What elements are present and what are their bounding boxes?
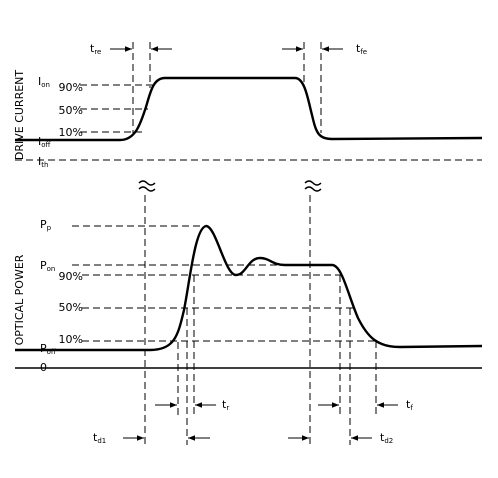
axis-label: DRIVE CURRENT — [13, 70, 26, 161]
level-label: 50% — [59, 104, 83, 117]
label-main: t — [406, 398, 411, 411]
label-main: I — [38, 135, 41, 148]
label-main: P — [40, 218, 47, 231]
label-sub: on — [47, 265, 56, 273]
label-sub: th — [41, 161, 48, 169]
time-label: tre — [90, 42, 101, 56]
label-sub: f — [410, 404, 413, 412]
level-label: Ioff — [38, 135, 51, 149]
label-main: t — [380, 431, 385, 444]
level-label: 90% — [59, 81, 83, 94]
level-label: 10% — [59, 126, 83, 139]
level-label: Pon — [40, 259, 55, 273]
label-main: P — [40, 259, 47, 272]
label-main: P — [40, 342, 47, 355]
drive-current-section: DRIVE CURRENT Ion 90% 50% 10% Ioff Ith t… — [13, 42, 483, 169]
time-label: td2 — [380, 431, 393, 445]
label-main: t — [356, 42, 361, 55]
level-label: 0 — [40, 361, 47, 374]
level-label: 50% — [59, 301, 83, 314]
label-sub: r — [226, 404, 229, 412]
label-main: t — [90, 42, 95, 55]
label-sub: fe — [360, 48, 367, 56]
level-label: Ion — [38, 75, 50, 89]
break-mark — [304, 180, 322, 192]
time-label: tfe — [356, 42, 367, 56]
level-label: 90% — [59, 270, 83, 283]
label-sub: re — [94, 48, 101, 56]
label-sub: off — [47, 348, 56, 356]
label-sub: p — [47, 224, 52, 232]
level-label: Ith — [38, 155, 48, 169]
drive-waveform — [15, 76, 483, 142]
time-label: tf — [406, 398, 413, 412]
label-sub: d2 — [384, 437, 393, 445]
optical-waveform — [15, 224, 483, 352]
level-label: Poff — [40, 342, 56, 356]
label-main: t — [93, 431, 98, 444]
time-label: td1 — [93, 431, 106, 445]
label-main: I — [38, 155, 41, 168]
label-main: t — [222, 398, 227, 411]
optical-power-section: OPTICAL POWER Pp Pon 90% 50% 10% Poff 0 … — [13, 195, 483, 445]
label-sub: off — [41, 141, 50, 149]
time-label: tr — [222, 398, 229, 412]
axis-label: OPTICAL POWER — [13, 254, 26, 345]
level-label: 10% — [59, 333, 83, 346]
break-mark — [138, 180, 156, 192]
label-sub: on — [41, 81, 50, 89]
label-sub: d1 — [97, 437, 106, 445]
level-label: Pp — [40, 218, 52, 232]
label-main: I — [38, 75, 41, 88]
